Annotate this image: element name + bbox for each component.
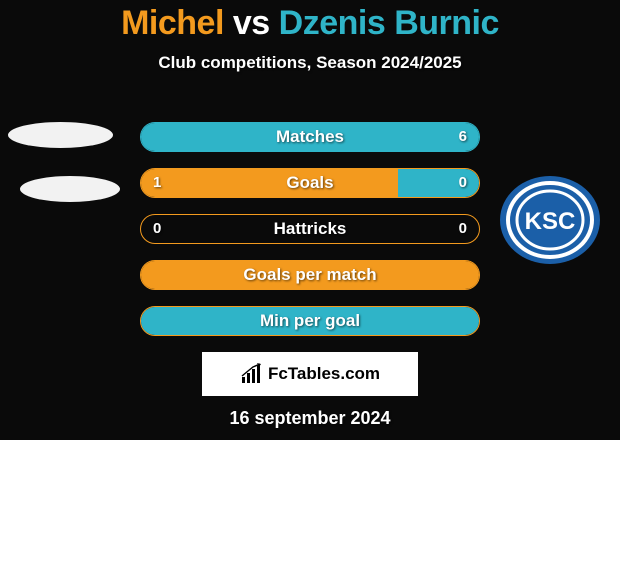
stat-label: Goals per match bbox=[141, 261, 479, 289]
stat-value-right: 0 bbox=[459, 215, 467, 243]
stat-row: Goals per match bbox=[140, 260, 480, 290]
ksc-badge-text: KSC bbox=[525, 208, 576, 235]
stat-row: Goals1 0 bbox=[140, 168, 480, 198]
player2-club-badge: KSC bbox=[500, 176, 600, 264]
player2-name: Dzenis Burnic bbox=[279, 4, 499, 42]
stat-value-left: 0 bbox=[153, 215, 161, 243]
stat-value-right: 6 bbox=[459, 123, 467, 151]
stat-row: Hattricks0 0 bbox=[140, 214, 480, 244]
stat-value-right: 0 bbox=[459, 169, 467, 197]
comparison-title: Michel vs Dzenis Burnic bbox=[0, 4, 620, 43]
stat-label: Matches bbox=[141, 123, 479, 151]
logo-text: FcTables.com bbox=[268, 364, 380, 384]
stat-row: Matches6 bbox=[140, 122, 480, 152]
subtitle: Club competitions, Season 2024/2025 bbox=[0, 53, 620, 73]
stat-value-left: 1 bbox=[153, 169, 161, 197]
stat-label: Min per goal bbox=[141, 307, 479, 335]
vs-text: vs bbox=[233, 4, 270, 42]
stats-container: Matches6Goals10Hattricks00Goals per matc… bbox=[140, 122, 480, 352]
stat-label: Goals bbox=[141, 169, 479, 197]
player1-club-placeholder-icon bbox=[20, 176, 120, 202]
chart-icon bbox=[240, 363, 264, 385]
player1-placeholder-icon bbox=[8, 122, 113, 148]
stat-row: Min per goal bbox=[140, 306, 480, 336]
fctables-logo: FcTables.com bbox=[202, 352, 418, 396]
stat-label: Hattricks bbox=[141, 215, 479, 243]
player1-name: Michel bbox=[121, 4, 224, 42]
date-text: 16 september 2024 bbox=[0, 408, 620, 429]
